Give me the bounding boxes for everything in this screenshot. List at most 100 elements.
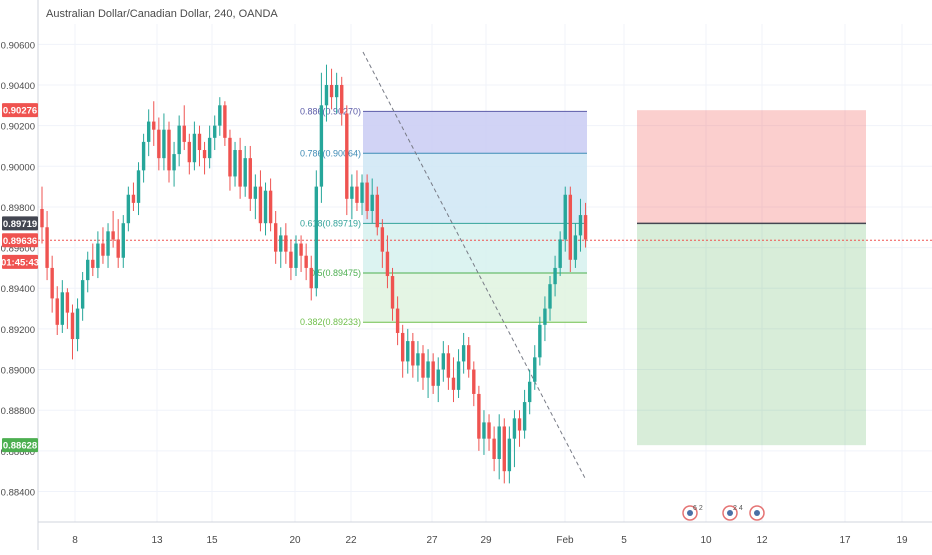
y-tick-label: 0.89400 [1, 284, 35, 295]
candle-body [385, 251, 390, 277]
price-label: 0.88628 [3, 441, 37, 452]
candle-body [131, 194, 136, 203]
candle-body [223, 105, 227, 138]
events[interactable]: 6 2 2 4 [682, 505, 765, 521]
price-label-box [2, 216, 38, 231]
fib-level-label: 0.618(0.89719) [300, 218, 361, 228]
candle-body [497, 426, 501, 459]
candle-body [289, 251, 293, 268]
y-tick-label: 0.90200 [1, 122, 35, 133]
candle-body [304, 255, 308, 268]
event-flag-icon [727, 510, 733, 516]
x-tick-label: Feb [556, 535, 574, 546]
candle-body [345, 113, 349, 199]
candle-body [553, 267, 557, 285]
candle-body [80, 280, 85, 309]
y-tick-label: 0.90000 [1, 162, 35, 173]
candle-body [482, 422, 486, 439]
candle-body [253, 186, 258, 199]
candle-body [578, 215, 583, 236]
candle-body [472, 369, 476, 394]
position-stop-zone[interactable] [637, 110, 866, 224]
candle-body [197, 133, 202, 151]
candle-body [365, 182, 369, 212]
candle-body [152, 121, 156, 130]
candle-body [543, 308, 547, 325]
candle-body [527, 381, 532, 403]
y-tick-label: 0.88400 [1, 488, 35, 499]
y-tick-label: 0.89600 [1, 244, 35, 255]
event-flag-icon [687, 510, 693, 516]
candle-body [248, 158, 252, 199]
price-label-box [2, 254, 38, 269]
candle-body [116, 239, 120, 258]
candle-body [573, 235, 578, 260]
candle-body [380, 227, 385, 252]
candle-body [294, 243, 298, 268]
candle-body [548, 284, 552, 309]
event-flag-icon [754, 510, 760, 516]
candle-body [370, 194, 374, 212]
candle-body [456, 361, 461, 390]
candle-body [202, 150, 207, 159]
candle-body [126, 194, 131, 224]
candle-body [91, 259, 95, 268]
candle-body [406, 341, 410, 362]
candle-body [416, 353, 420, 366]
candle-body [522, 402, 527, 431]
chart-title: Australian Dollar/Canadian Dollar, 240, … [46, 8, 278, 20]
candle-body [55, 298, 59, 325]
candle-body [492, 438, 496, 459]
candle-body [157, 129, 161, 159]
candle-body [568, 194, 573, 260]
drawing-overlays[interactable]: 0.886(0.90270) 0.786(0.90064) 0.618(0.8971… [38, 51, 932, 481]
candle-body [502, 426, 506, 472]
trend-line[interactable] [362, 51, 587, 481]
candle-body [477, 393, 481, 439]
candle-body [60, 292, 65, 325]
candle-body [228, 137, 232, 177]
candle-body [436, 369, 440, 386]
candle-body [334, 84, 339, 98]
x-tick-label: 17 [839, 535, 851, 546]
x-tick-label: 19 [896, 535, 908, 546]
position-target-zone[interactable] [637, 223, 866, 446]
candle-body [45, 227, 49, 268]
x-tick-label: 29 [480, 535, 492, 546]
y-tick-label: 0.89000 [1, 366, 35, 377]
candle-body [360, 182, 364, 203]
candle-body [375, 194, 379, 228]
candle-body [218, 105, 222, 126]
candle-body [467, 345, 471, 370]
event-label: 2 4 [733, 505, 743, 512]
candle-body [431, 361, 435, 386]
x-tick-label: 15 [206, 535, 218, 546]
candle-body [50, 267, 54, 299]
candle-body [141, 141, 146, 171]
candle-body [558, 239, 562, 268]
candle-body [400, 332, 405, 362]
x-tick-label: 27 [426, 535, 438, 546]
candle-body [446, 353, 451, 378]
event-label: 6 2 [693, 505, 703, 512]
candle-body [350, 186, 354, 199]
candle-body [279, 235, 283, 252]
candle-body [136, 170, 141, 203]
candle-body [284, 235, 288, 252]
candle-body [451, 377, 456, 390]
candle-body [390, 276, 395, 309]
candle-body [273, 223, 278, 252]
candle-body [187, 141, 192, 163]
fib-level-label: 0.786(0.90064) [300, 148, 361, 158]
candles [40, 64, 588, 484]
candle-body [340, 84, 344, 114]
candle-body [86, 259, 90, 281]
candle-body [512, 418, 517, 439]
y-tick-label: 0.89200 [1, 325, 35, 336]
candle-body [243, 158, 247, 187]
price-label-box [2, 233, 38, 248]
fib-level-label: 0.382(0.89233) [300, 317, 361, 327]
